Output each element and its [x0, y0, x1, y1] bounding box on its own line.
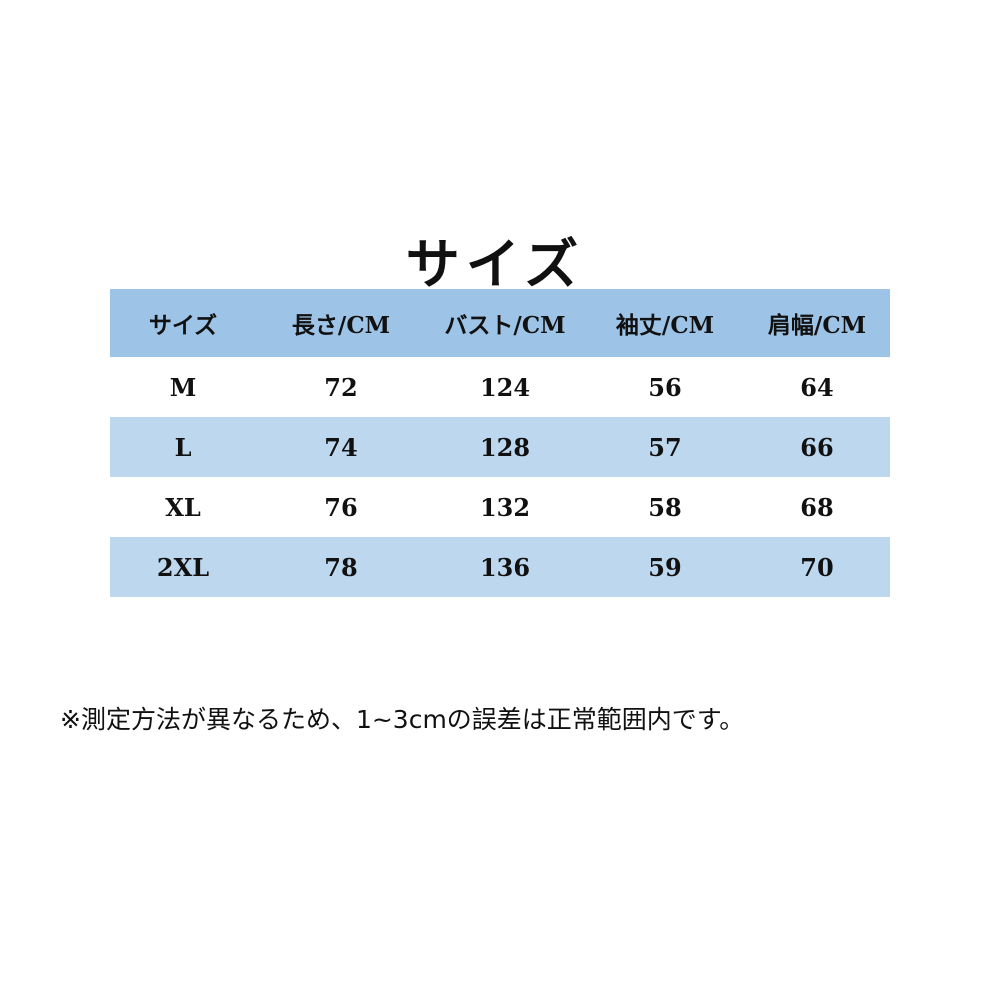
header-cell: バスト/CM: [444, 312, 566, 339]
table-cell: 57: [648, 432, 682, 462]
header-cell: サイズ: [148, 312, 218, 339]
table-cell: 76: [324, 492, 358, 522]
size-cell: XL: [165, 492, 201, 522]
table-cell: 70: [800, 552, 834, 582]
size-cell: M: [169, 372, 197, 402]
table-cell: 66: [800, 432, 834, 462]
table-row: XL 76 132 58 68: [110, 477, 890, 537]
header-cell: 長さ/CM: [291, 312, 391, 339]
table-cell: 72: [324, 372, 358, 402]
table-row: M 72 124 56 64: [110, 357, 890, 417]
size-table: サイズ 長さ/CM バスト/CM 袖丈/CM 肩幅/CM M 72 124 56…: [110, 289, 890, 597]
header-cell: 袖丈/CM: [615, 312, 715, 339]
table-cell: 132: [479, 492, 531, 522]
table-row: L 74 128 57 66: [110, 417, 890, 477]
table-cell: 78: [324, 552, 358, 582]
table-cell: 136: [479, 552, 531, 582]
table-cell: 128: [479, 432, 531, 462]
measurement-note: ※測定方法が異なるため、1~3cmの誤差は正常範囲内です。: [60, 705, 745, 734]
size-cell: L: [174, 432, 192, 462]
table-cell: 124: [479, 372, 531, 402]
table-row: 2XL 78 136 59 70: [110, 537, 890, 597]
table-cell: 68: [800, 492, 834, 522]
header-cell: 肩幅/CM: [767, 312, 867, 339]
table-cell: 56: [648, 372, 682, 402]
table-cell: 58: [648, 492, 682, 522]
table-cell: 74: [324, 432, 358, 462]
size-cell: 2XL: [156, 552, 210, 582]
table-cell: 59: [648, 552, 682, 582]
chart-title: サイズ: [405, 232, 585, 296]
table-cell: 64: [800, 372, 834, 402]
table-header-row: サイズ 長さ/CM バスト/CM 袖丈/CM 肩幅/CM: [110, 289, 890, 357]
